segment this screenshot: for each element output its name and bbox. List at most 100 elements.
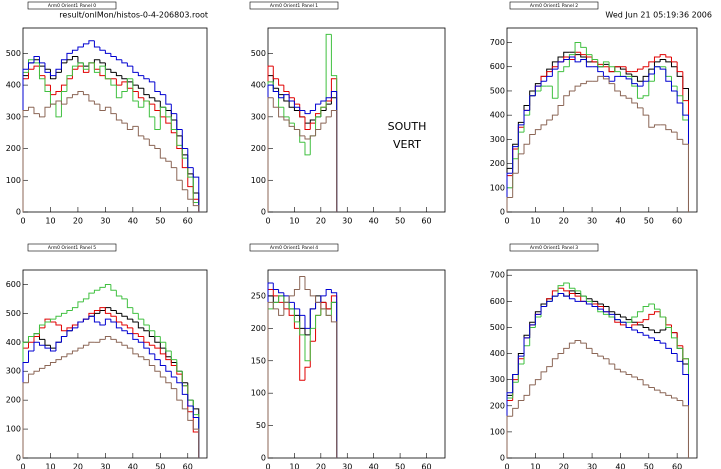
panel-title-box bbox=[249, 1, 339, 10]
x-tick-label: 30 bbox=[342, 463, 352, 469]
histogram-step bbox=[55, 359, 62, 363]
histogram-step bbox=[636, 83, 644, 87]
histogram-step bbox=[682, 361, 689, 458]
histogram-step bbox=[631, 327, 638, 331]
histogram-step bbox=[148, 342, 155, 346]
histogram-step bbox=[523, 109, 530, 125]
x-tick-label: 60 bbox=[421, 463, 431, 469]
histogram-step bbox=[551, 295, 559, 302]
histogram-step bbox=[154, 336, 161, 343]
histogram-step bbox=[534, 83, 542, 91]
histogram-step bbox=[170, 371, 177, 378]
histogram-step bbox=[523, 104, 530, 123]
histogram-step bbox=[93, 309, 100, 314]
histogram-step bbox=[546, 366, 553, 372]
histogram-step bbox=[22, 109, 29, 212]
histogram-step bbox=[602, 76, 610, 80]
histogram-step bbox=[293, 288, 300, 296]
y-tick-label: 500 bbox=[490, 323, 505, 332]
histogram-step bbox=[82, 43, 89, 48]
histogram-step bbox=[115, 290, 122, 297]
histogram-step bbox=[143, 88, 150, 96]
histogram-step bbox=[665, 317, 672, 326]
histogram-step bbox=[148, 324, 155, 332]
histogram-step bbox=[143, 327, 150, 332]
panel-title-box bbox=[249, 243, 339, 252]
histogram-step bbox=[546, 300, 553, 307]
histogram-step bbox=[126, 298, 133, 309]
histogram-step bbox=[665, 66, 672, 77]
histogram-step bbox=[104, 106, 111, 111]
histogram-step bbox=[551, 61, 559, 70]
histogram-step bbox=[181, 382, 188, 395]
histogram-step bbox=[278, 295, 284, 303]
histogram-step bbox=[278, 295, 284, 303]
histogram-step bbox=[132, 78, 139, 102]
histogram-step bbox=[99, 65, 106, 73]
histogram-step bbox=[631, 319, 638, 323]
histogram-step bbox=[278, 88, 284, 96]
histogram-step bbox=[165, 116, 172, 124]
histogram-step bbox=[580, 83, 587, 87]
histogram-step bbox=[517, 131, 525, 159]
histogram-step bbox=[597, 75, 604, 82]
histogram-step bbox=[170, 116, 177, 131]
file-name: result/onlMon/histos-0-4-206803.root bbox=[59, 11, 208, 20]
histogram-step bbox=[99, 286, 106, 291]
histogram-step bbox=[568, 90, 576, 96]
histogram-step bbox=[585, 57, 593, 63]
histogram-step bbox=[38, 327, 45, 337]
histogram-step bbox=[88, 40, 95, 44]
histogram-step bbox=[670, 129, 678, 133]
histogram-step bbox=[523, 337, 530, 357]
histogram-step bbox=[88, 315, 95, 320]
histogram-step bbox=[148, 94, 155, 99]
histogram-step bbox=[288, 308, 295, 316]
histogram-step bbox=[517, 121, 525, 145]
histogram-step bbox=[60, 62, 67, 73]
histogram-step bbox=[283, 116, 290, 121]
histogram-step bbox=[665, 317, 672, 328]
histogram-step bbox=[60, 90, 67, 117]
histogram-step bbox=[540, 306, 547, 317]
histogram-step bbox=[642, 319, 649, 323]
histogram-step bbox=[71, 307, 78, 311]
histogram-step bbox=[665, 343, 672, 349]
histogram-step bbox=[121, 327, 128, 332]
histogram-step bbox=[330, 301, 338, 458]
histogram-step bbox=[137, 313, 144, 320]
histogram-step bbox=[121, 75, 128, 80]
x-tick-label: 10 bbox=[45, 463, 55, 469]
histogram-step bbox=[82, 62, 89, 67]
histogram-step bbox=[580, 290, 587, 297]
histogram-step bbox=[110, 307, 117, 311]
histogram-step bbox=[648, 303, 655, 307]
histogram-step bbox=[99, 309, 106, 314]
histogram-step bbox=[27, 106, 34, 111]
annotation: VERT bbox=[393, 138, 421, 151]
histogram-step bbox=[60, 336, 67, 343]
histogram-step bbox=[132, 88, 139, 92]
histogram-step bbox=[529, 95, 536, 111]
histogram-step bbox=[299, 328, 305, 381]
histogram-step bbox=[22, 68, 29, 212]
histogram-step bbox=[55, 104, 62, 118]
panel: Arm0 Orient1 Panel 201002003004005006007… bbox=[490, 1, 698, 226]
y-tick-label: 200 bbox=[490, 159, 505, 168]
histogram-step bbox=[608, 314, 615, 318]
histogram-step bbox=[99, 322, 106, 326]
histogram-step bbox=[27, 341, 34, 349]
histogram-step bbox=[38, 342, 45, 346]
histogram-step bbox=[580, 296, 587, 302]
histogram-step bbox=[267, 288, 274, 458]
histogram-step bbox=[665, 124, 672, 131]
histogram-step bbox=[77, 347, 84, 351]
histogram-step bbox=[137, 339, 144, 343]
histogram-step bbox=[293, 97, 300, 105]
histogram-step bbox=[580, 54, 587, 58]
y-tick-label: 100 bbox=[251, 176, 266, 185]
histogram-step bbox=[77, 46, 84, 51]
y-tick-label: 700 bbox=[490, 271, 505, 280]
histogram-step bbox=[60, 59, 67, 70]
histogram-step bbox=[585, 296, 593, 300]
